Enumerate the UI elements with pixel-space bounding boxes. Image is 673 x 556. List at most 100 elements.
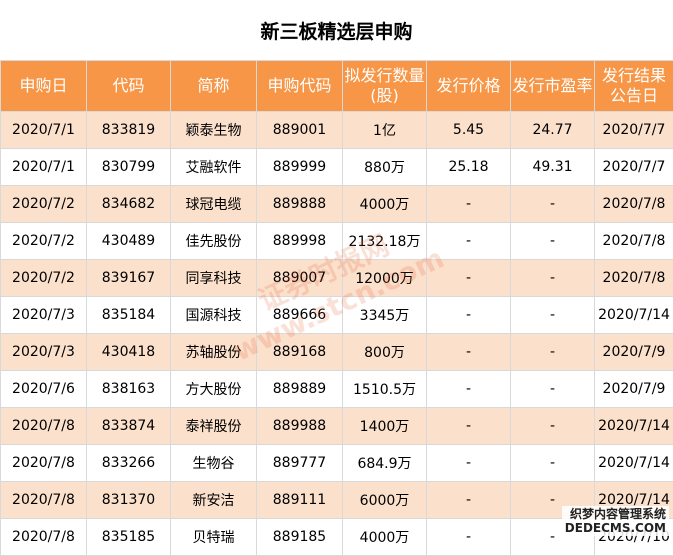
table-cell: 889888 [257, 186, 343, 223]
table-cell: - [427, 223, 511, 260]
table-cell: 889998 [257, 223, 343, 260]
table-cell: 2020/7/8 [1, 445, 87, 482]
table-cell: 12000万 [343, 260, 427, 297]
header-cell: 发行市盈率 [511, 61, 595, 112]
table-cell: 889777 [257, 445, 343, 482]
table-cell: 2020/7/2 [1, 186, 87, 223]
table-cell: 800万 [343, 334, 427, 371]
table-cell: - [427, 260, 511, 297]
table-cell: 834682 [87, 186, 171, 223]
table-cell: - [427, 482, 511, 519]
table-cell: 艾融软件 [171, 149, 257, 186]
table-cell: 684.9万 [343, 445, 427, 482]
header-cell: 代码 [87, 61, 171, 112]
table-cell: - [511, 260, 595, 297]
table-cell: - [427, 334, 511, 371]
table-cell: 2020/7/14 [595, 297, 673, 334]
table-cell: 889889 [257, 371, 343, 408]
table-cell: 835184 [87, 297, 171, 334]
table-cell: - [427, 519, 511, 556]
site-logo: 织梦内容管理系统 DEDECMS.COM [562, 506, 669, 536]
page: 新三板精选层申购 申购日 代码 简称 申购代码 拟发行数量(股) 发行价格 发行… [0, 0, 673, 542]
table-cell: 833874 [87, 408, 171, 445]
table-cell: - [511, 371, 595, 408]
logo-text-cn: 织梦内容管理系统 [565, 507, 666, 521]
table-cell: - [511, 297, 595, 334]
table-cell: - [511, 445, 595, 482]
table-cell: 833266 [87, 445, 171, 482]
table-cell: 2020/7/8 [595, 260, 673, 297]
table-cell: - [511, 186, 595, 223]
table-cell: 苏轴股份 [171, 334, 257, 371]
table-cell: 889007 [257, 260, 343, 297]
table-cell: 2020/7/8 [1, 482, 87, 519]
table-cell: 1400万 [343, 408, 427, 445]
header-cell: 拟发行数量(股) [343, 61, 427, 112]
table-header-row: 申购日 代码 简称 申购代码 拟发行数量(股) 发行价格 发行市盈率 发行结果公… [1, 61, 673, 112]
table-cell: 2020/7/9 [595, 371, 673, 408]
table-cell: 3345万 [343, 297, 427, 334]
table-cell: 430489 [87, 223, 171, 260]
table-cell: - [427, 297, 511, 334]
table-cell: 新安洁 [171, 482, 257, 519]
table-cell: 佳先股份 [171, 223, 257, 260]
table-cell: 24.77 [511, 112, 595, 149]
table-cell: 2020/7/1 [1, 112, 87, 149]
table-cell: 6000万 [343, 482, 427, 519]
table-cell: 2020/7/7 [595, 149, 673, 186]
table-cell: 889111 [257, 482, 343, 519]
table-cell: 889168 [257, 334, 343, 371]
table-cell: 贝特瑞 [171, 519, 257, 556]
table-cell: - [427, 445, 511, 482]
page-title: 新三板精选层申购 [0, 0, 673, 60]
table-cell: 5.45 [427, 112, 511, 149]
table-cell: - [511, 334, 595, 371]
subscription-table: 申购日 代码 简称 申购代码 拟发行数量(股) 发行价格 发行市盈率 发行结果公… [0, 60, 673, 556]
table-cell: 839167 [87, 260, 171, 297]
table-cell: - [427, 186, 511, 223]
table-cell: 49.31 [511, 149, 595, 186]
table-cell: 2020/7/1 [1, 149, 87, 186]
table-cell: 生物谷 [171, 445, 257, 482]
header-cell: 简称 [171, 61, 257, 112]
table-cell: 2020/7/8 [1, 519, 87, 556]
table-cell: 方大股份 [171, 371, 257, 408]
table-cell: 2020/7/2 [1, 223, 87, 260]
table-cell: 2020/7/7 [595, 112, 673, 149]
table-cell: - [511, 408, 595, 445]
table-cell: 889001 [257, 112, 343, 149]
table-cell: 25.18 [427, 149, 511, 186]
table-cell: 889666 [257, 297, 343, 334]
table-cell: 1510.5万 [343, 371, 427, 408]
table-cell: 2020/7/6 [1, 371, 87, 408]
table-cell: 880万 [343, 149, 427, 186]
logo-text-en: DEDECMS.COM [565, 521, 666, 535]
table-cell: 2132.18万 [343, 223, 427, 260]
table-cell: 泰祥股份 [171, 408, 257, 445]
table-cell: 2020/7/14 [595, 445, 673, 482]
header-cell: 发行结果公告日 [595, 61, 673, 112]
table-cell: - [511, 223, 595, 260]
table-cell: 833819 [87, 112, 171, 149]
table-cell: 2020/7/8 [595, 186, 673, 223]
table-cell: 同享科技 [171, 260, 257, 297]
table-cell: 835185 [87, 519, 171, 556]
table-cell: 2020/7/3 [1, 297, 87, 334]
table-cell: 4000万 [343, 186, 427, 223]
header-cell: 申购日 [1, 61, 87, 112]
header-cell: 发行价格 [427, 61, 511, 112]
table-cell: 4000万 [343, 519, 427, 556]
table-cell: 830799 [87, 149, 171, 186]
table-cell: 889185 [257, 519, 343, 556]
table-cell: 2020/7/2 [1, 260, 87, 297]
